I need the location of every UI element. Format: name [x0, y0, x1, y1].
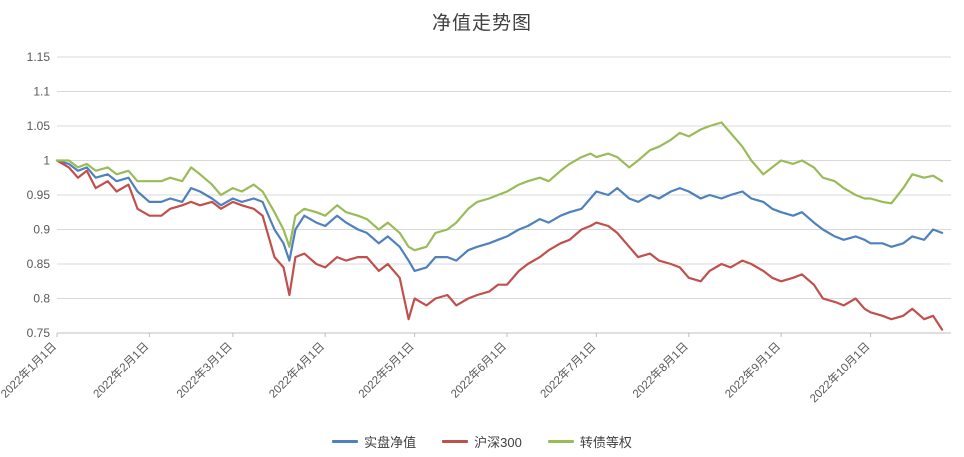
y-axis-tick-label: 1.1 — [33, 85, 50, 99]
x-axis-tick-label: 2022年5月1日 — [355, 339, 416, 400]
y-axis-tick-label: 0.9 — [33, 223, 50, 237]
chart-legend: 实盘净值 沪深300 转债等权 — [0, 432, 964, 451]
legend-label: 转债等权 — [579, 435, 632, 450]
legend-label: 沪深300 — [474, 435, 522, 450]
x-axis-tick-label: 2022年10月1日 — [807, 339, 873, 405]
x-axis-tick-label: 2022年9月1日 — [722, 339, 783, 400]
legend-swatch — [332, 440, 359, 443]
legend-swatch — [547, 440, 574, 443]
y-axis-tick-label: 0.85 — [27, 257, 51, 271]
x-axis-tick-label: 2022年2月1日 — [90, 339, 151, 400]
legend-item: 转债等权 — [547, 432, 632, 451]
x-axis-tick-label: 2022年4月1日 — [266, 339, 327, 400]
legend-item: 沪深300 — [442, 432, 522, 451]
legend-swatch — [442, 440, 469, 443]
series-line-沪深300 — [55, 159, 944, 331]
legend-label: 实盘净值 — [364, 435, 417, 450]
y-axis-tick-label: 0.8 — [33, 292, 50, 306]
series-line-转债等权 — [55, 121, 944, 252]
x-axis-tick-label: 2022年6月1日 — [448, 339, 509, 400]
x-axis-tick-label: 2022年1月1日 — [0, 339, 59, 400]
x-axis-tick-label: 2022年8月1日 — [629, 339, 690, 400]
x-axis-tick-label: 2022年7月1日 — [537, 339, 598, 400]
y-axis-tick-label: 0.95 — [27, 188, 51, 202]
y-axis-tick-label: 1 — [43, 154, 50, 168]
x-axis-tick-label: 2022年3月1日 — [174, 339, 235, 400]
chart-title: 净值走势图 — [431, 13, 532, 34]
y-axis-tick-label: 1.15 — [27, 50, 51, 64]
line-chart: 0.75 0.8 0.85 0.9 0.95 1 1.05 1.1 1.15 2022年1月1日 2… — [0, 50, 951, 405]
y-axis-tick-label: 1.05 — [27, 119, 51, 133]
legend-item: 实盘净值 — [332, 432, 416, 451]
y-axis-tick-label: 0.75 — [27, 326, 51, 340]
series-line-实盘净值 — [55, 159, 944, 272]
